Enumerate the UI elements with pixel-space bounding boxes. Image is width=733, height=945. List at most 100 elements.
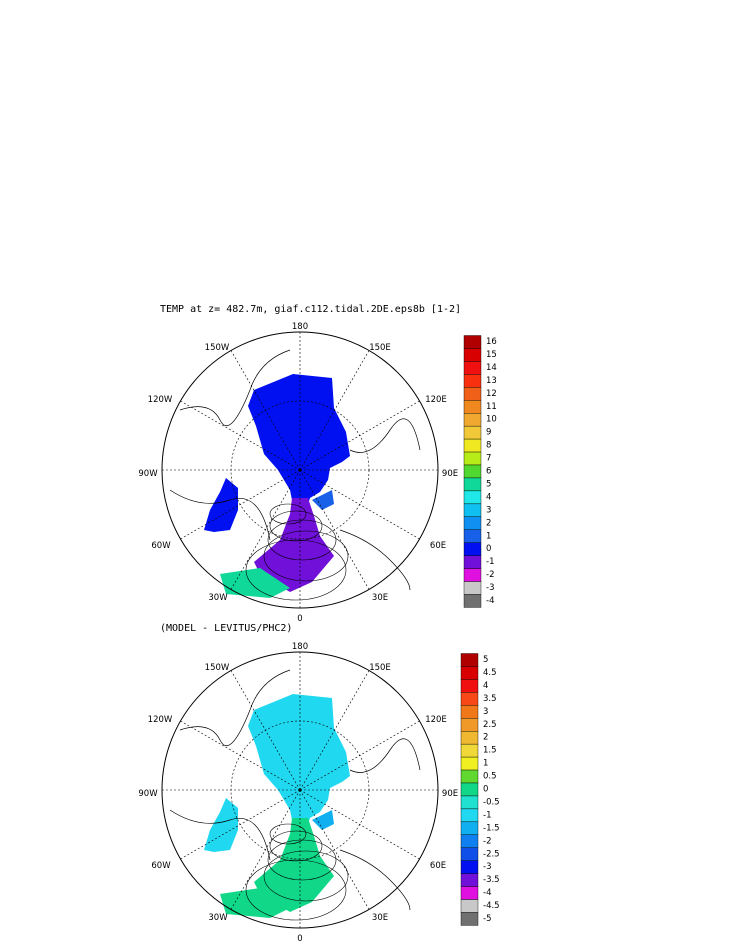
longitude-label-60e: 60E xyxy=(430,541,446,551)
colorbar-swatch xyxy=(460,743,479,758)
colorbar-swatch xyxy=(463,542,482,556)
meridian-line xyxy=(299,350,370,471)
colorbar-tick-label: -0.5 xyxy=(483,797,500,807)
longitude-label-60w: 60W xyxy=(151,541,171,551)
colorbar-swatch xyxy=(463,555,482,569)
colorbar-swatch xyxy=(463,348,482,362)
meridian-line xyxy=(180,720,301,791)
longitude-label-150w: 150W xyxy=(205,343,230,353)
colorbar-tick-label: 6 xyxy=(486,467,491,477)
colorbar-tick-label: 7 xyxy=(486,454,491,464)
arctic-basin-fill xyxy=(248,374,350,510)
colorbar-tick-label: -1 xyxy=(483,810,491,820)
colorbar-tick-label: 0 xyxy=(483,785,488,795)
longitude-label-90e: 90E xyxy=(442,789,458,799)
colorbar-swatch xyxy=(460,847,479,861)
colorbar-swatch xyxy=(460,653,479,667)
colorbar-swatch xyxy=(460,899,479,913)
colorbar-tick-label: 2 xyxy=(486,518,491,528)
colorbar-swatch xyxy=(463,477,482,492)
longitude-label-120w: 120W xyxy=(148,395,173,405)
colorbar-tick-label: 9 xyxy=(486,428,491,438)
contour-line xyxy=(263,850,349,902)
contour-line xyxy=(267,519,337,561)
colorbar-tick-label: 14 xyxy=(486,363,497,373)
meridian-line xyxy=(299,400,420,471)
colorbar-swatch xyxy=(460,679,479,693)
meridian-line xyxy=(299,670,370,791)
longitude-label-90e: 90E xyxy=(442,469,458,479)
longitude-label-90w: 90W xyxy=(138,469,158,479)
colorbar-swatch xyxy=(463,568,482,582)
longitude-label-0: 0 xyxy=(297,614,302,624)
colorbar-tick-label: -3 xyxy=(486,583,494,593)
meridian-line xyxy=(230,670,301,791)
colorbar-swatch xyxy=(460,821,479,835)
colorbar-swatch xyxy=(460,912,479,926)
colorbar-swatch xyxy=(460,718,479,732)
meridian-line xyxy=(299,720,420,791)
longitude-label-30w: 30W xyxy=(208,913,228,923)
colorbar-swatch xyxy=(463,451,482,466)
baffin-bay-fill xyxy=(204,478,238,532)
bottom-map-title: (MODEL - LEVITUS/PHC2) xyxy=(160,623,293,634)
meridian-line xyxy=(230,350,301,471)
colorbar-tick-label: 1.5 xyxy=(483,746,497,756)
colorbar-tick-label: 16 xyxy=(486,337,497,347)
colorbar-tick-label: 4.5 xyxy=(483,668,497,678)
colorbar-swatch xyxy=(460,756,479,771)
contour-line xyxy=(245,859,347,921)
top-map-title: TEMP at z= 482.7m, giaf.c112.tidal.2DE.e… xyxy=(160,304,462,315)
colorbar-tick-label: 15 xyxy=(486,350,497,360)
colorbar-swatch xyxy=(460,860,479,874)
colorbar-swatch xyxy=(463,413,482,427)
longitude-label-150e: 150E xyxy=(369,663,391,673)
colorbar-swatch xyxy=(463,425,482,440)
colorbar-swatch xyxy=(463,594,482,608)
colorbar-tick-label: -2 xyxy=(483,836,491,846)
colorbar-swatch xyxy=(463,529,482,543)
colorbar-swatch xyxy=(463,438,482,453)
colorbar-tick-label: 3.5 xyxy=(483,694,497,704)
colorbar-tick-label: 4 xyxy=(483,681,488,691)
colorbar-swatch xyxy=(463,335,482,349)
contour-line xyxy=(269,823,307,845)
colorbar-tick-label: 1 xyxy=(483,759,488,769)
longitude-label-60e: 60E xyxy=(430,861,446,871)
colorbar-swatch xyxy=(463,503,482,518)
colorbar-swatch xyxy=(460,731,479,745)
colorbar-tick-label: -3.5 xyxy=(483,875,500,885)
meridian-line xyxy=(180,400,301,471)
map-boundary-circle xyxy=(161,331,439,609)
contour-line xyxy=(269,830,323,862)
barents-sea-fill xyxy=(312,810,334,830)
colorbar-tick-label: -4 xyxy=(483,888,491,898)
contour-line xyxy=(245,539,347,601)
colorbar-tick-label: 1 xyxy=(486,531,491,541)
colorbar-swatch xyxy=(460,795,479,810)
colorbar-tick-label: -3 xyxy=(483,862,491,872)
colorbar-swatch xyxy=(460,666,479,680)
longitude-label-180: 180 xyxy=(292,642,308,652)
colorbar-swatch xyxy=(460,886,479,900)
longitude-label-0: 0 xyxy=(297,934,302,944)
arctic-basin-fill xyxy=(248,694,350,830)
contour-line xyxy=(263,530,349,582)
longitude-label-120w: 120W xyxy=(148,715,173,725)
colorbar-2: 5 4.5 4 3.5 3 2.5 2 1.5 1 0.5 0 -0.5 -1 -1.5 -2 -2.5 -3 -… xyxy=(460,653,500,926)
meridian-line xyxy=(230,789,301,910)
colorbar-swatch xyxy=(460,808,479,823)
contour-line xyxy=(267,839,337,881)
meridian-line xyxy=(299,469,420,540)
colorbar-swatch xyxy=(463,361,482,375)
longitude-label-150e: 150E xyxy=(369,343,391,353)
meridian-line xyxy=(230,469,301,590)
meridian-line xyxy=(180,469,301,540)
colorbar-swatch xyxy=(463,387,482,401)
colorbar-tick-label: 0.5 xyxy=(483,772,497,782)
nordic-seas-fill xyxy=(220,888,290,918)
colorbar-tick-label: 12 xyxy=(486,389,497,399)
